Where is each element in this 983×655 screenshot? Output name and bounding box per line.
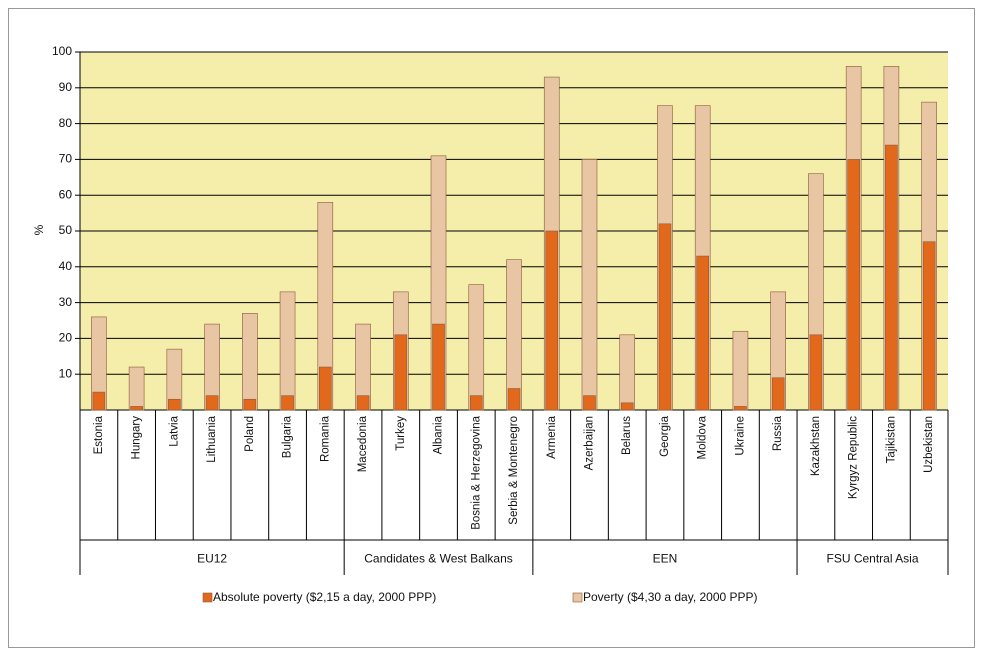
- bar: [696, 255, 709, 411]
- legend-swatch: [572, 592, 583, 603]
- y-tick-label: 80: [59, 116, 73, 130]
- x-tick-label: Turkey: [395, 416, 407, 451]
- bar: [394, 334, 408, 411]
- bar: [658, 223, 672, 411]
- y-tick-label: 10: [59, 366, 73, 380]
- x-tick-label: Azerbaijan: [584, 416, 596, 470]
- x-tick-label: Latvia: [168, 415, 180, 446]
- x-tick-label: Georgia: [659, 415, 671, 457]
- bar: [432, 323, 445, 411]
- bar: [619, 334, 636, 411]
- bar: [279, 291, 296, 411]
- bar: [771, 377, 785, 411]
- bar: [469, 395, 483, 411]
- bar: [168, 398, 181, 411]
- bar: [205, 395, 219, 411]
- bar: [734, 406, 747, 411]
- y-tick-label: 40: [59, 259, 73, 273]
- bar: [281, 395, 294, 411]
- x-tick-label: Macedonia: [357, 415, 369, 472]
- x-tick-label: Uzbekistan: [923, 416, 935, 473]
- x-tick-label: Tajikistan: [885, 416, 897, 463]
- bar: [545, 230, 559, 411]
- bar: [809, 334, 823, 411]
- group-label: EU12: [197, 552, 227, 566]
- x-tick-label: Kazakhstan: [810, 416, 822, 476]
- x-tick-label: Belarus: [621, 416, 633, 455]
- x-tick-label: Serbia & Montenegro: [508, 416, 520, 525]
- x-tick-label: Russia: [772, 415, 784, 451]
- x-tick-label: Bosnia & Herzegovina: [470, 415, 482, 529]
- x-tick-label: Bulgaria: [282, 415, 294, 458]
- bar: [243, 398, 257, 411]
- x-tick-label: Lithuania: [206, 415, 218, 462]
- bar: [468, 284, 485, 411]
- y-axis-label: %: [32, 224, 46, 235]
- x-tick-label: Romania: [319, 415, 331, 462]
- bar: [356, 395, 370, 411]
- bar: [128, 366, 145, 411]
- bar: [581, 159, 598, 411]
- x-tick-label: Ukraine: [734, 416, 746, 456]
- bar: [885, 144, 898, 411]
- bar: [620, 402, 634, 411]
- x-tick-label: Poland: [244, 416, 256, 452]
- bar: [847, 159, 860, 411]
- y-tick-label: 90: [59, 80, 73, 94]
- y-tick-label: 60: [59, 187, 73, 201]
- x-tick-label: Albania: [433, 415, 445, 454]
- y-tick-label: 50: [59, 223, 73, 237]
- bar: [130, 406, 143, 411]
- x-tick-label: Estonia: [93, 415, 105, 454]
- bar: [583, 395, 596, 411]
- bar: [506, 259, 522, 411]
- bar: [319, 366, 332, 411]
- legend-swatch: [202, 592, 213, 603]
- y-tick-label: 70: [59, 152, 73, 166]
- bar: [732, 330, 749, 411]
- y-tick-label: 20: [59, 331, 73, 345]
- x-tick-label: Kyrgyz Republic: [848, 416, 860, 499]
- legend-label: Absolute poverty ($2,15 a day, 2000 PPP): [213, 590, 436, 604]
- bar: [922, 241, 936, 411]
- legend-label: Poverty ($4,30 a day, 2000 PPP): [583, 590, 758, 604]
- bar: [92, 391, 106, 411]
- x-tick-label: Hungary: [131, 416, 143, 460]
- group-label: Candidates & West Balkans: [364, 552, 513, 566]
- x-tick-label: Armenia: [546, 415, 558, 458]
- bar: [507, 388, 521, 411]
- y-tick-label: 30: [59, 295, 73, 309]
- group-label: EEN: [653, 552, 678, 566]
- y-tick-label: 100: [52, 44, 72, 58]
- x-tick-label: Moldova: [697, 415, 709, 459]
- bar: [242, 313, 258, 411]
- group-label: FSU Central Asia: [826, 552, 918, 566]
